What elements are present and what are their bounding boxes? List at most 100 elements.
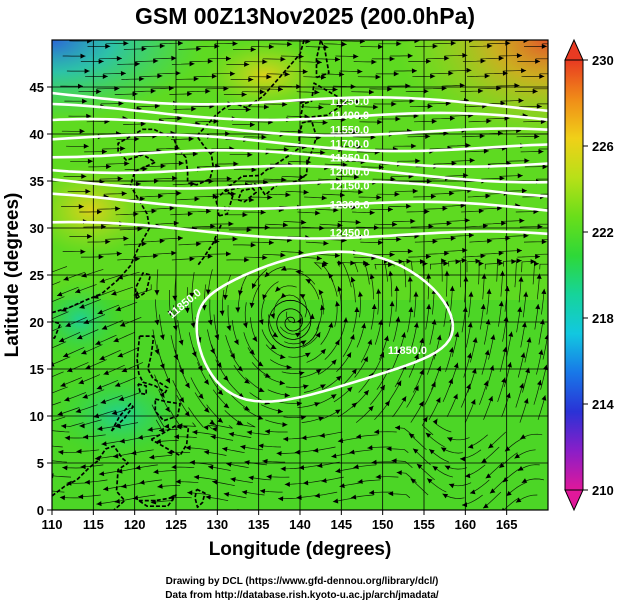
streamline-arrowhead (228, 431, 235, 437)
streamline-arrowhead (206, 208, 212, 214)
streamline-arrowhead (80, 249, 86, 255)
streamline-arrowhead (266, 74, 272, 80)
streamline-arrowhead (368, 405, 374, 412)
streamline-arrowhead (411, 68, 417, 74)
streamline-arrowhead (193, 76, 199, 82)
streamline-arrowhead (335, 301, 340, 307)
streamline-arrowhead (226, 176, 232, 182)
colorbar-tick-label: 210 (592, 483, 614, 498)
streamline-arrowhead (422, 416, 428, 423)
streamline-arrowhead (315, 332, 321, 338)
streamline-arrowhead (61, 423, 67, 429)
streamline-arrowhead (517, 306, 523, 313)
streamline-arrowhead (334, 253, 341, 258)
streamline-arrowhead (521, 68, 527, 74)
streamline-arrowhead (248, 77, 254, 82)
streamline-arrowhead (241, 490, 248, 495)
streamline-arrowhead (475, 258, 481, 264)
streamline-arrowhead (118, 101, 124, 106)
streamline-arrowhead (391, 101, 397, 107)
streamline-arrowhead (105, 239, 111, 245)
streamline-arrowhead (87, 40, 93, 44)
streamline-arrowhead (350, 260, 356, 266)
streamline-arrowhead (208, 178, 214, 184)
colorbar-ticks: 210 214 218 222 226 230 (583, 53, 614, 498)
streamline-arrowhead (241, 92, 247, 97)
streamline-arrowhead (230, 353, 236, 359)
streamline-arrowhead (153, 469, 159, 475)
streamline-arrowhead (264, 225, 270, 230)
contour-line (52, 178, 548, 198)
streamline-arrowhead (396, 380, 402, 387)
streamline-arrowhead (373, 225, 379, 231)
streamline-arrowhead (339, 483, 345, 489)
streamline-arrowhead (203, 449, 210, 455)
streamline-arrowhead (503, 316, 509, 322)
streamline-arrowhead (77, 334, 83, 340)
streamline-arrowhead (407, 276, 413, 282)
streamline-arrowhead (534, 261, 539, 267)
streamline-arrowhead (408, 306, 414, 313)
streamline-arrowhead (508, 331, 514, 337)
x-tick-label: 135 (248, 517, 270, 532)
y-tick-label: 10 (30, 409, 44, 424)
streamline-arrowhead (132, 495, 139, 501)
streamline-arrowhead (502, 346, 508, 353)
streamline-arrowhead (361, 323, 367, 329)
streamline-arrowhead (544, 334, 548, 340)
streamline (52, 386, 68, 394)
streamline-arrowhead (298, 465, 305, 471)
streamline-arrowhead (425, 432, 432, 438)
streamline-arrowhead (214, 239, 220, 244)
streamline-arrowhead (406, 258, 412, 264)
streamline-arrowhead (303, 189, 309, 195)
streamline-arrowhead (278, 496, 284, 502)
streamline-arrowhead (501, 220, 507, 226)
streamline-arrowhead (347, 386, 353, 393)
streamline-arrowhead (117, 176, 123, 182)
streamline-arrowhead (79, 304, 85, 309)
streamline-arrowhead (296, 84, 302, 90)
streamline-arrowhead (118, 396, 125, 402)
streamline-arrowhead (189, 256, 195, 262)
streamline-arrowhead (100, 399, 107, 404)
streamline-arrowhead (427, 478, 433, 484)
streamline-arrowhead (64, 396, 70, 402)
streamline-arrowhead (453, 393, 458, 400)
streamline-arrowhead (337, 438, 344, 444)
streamline-arrowhead (485, 193, 491, 199)
streamline-arrowhead (505, 392, 511, 399)
streamline-arrowhead (542, 164, 548, 170)
streamline-arrowhead (298, 250, 304, 255)
streamline-arrowhead (113, 453, 119, 459)
streamline-arrowhead (413, 291, 419, 297)
streamline-arrowhead (204, 407, 210, 413)
streamline-arrowhead (501, 377, 506, 383)
streamline-arrowhead (87, 234, 93, 239)
streamline-arrowhead (245, 107, 251, 113)
streamline-arrowhead (520, 352, 526, 358)
streamline-arrowhead (356, 144, 362, 150)
y-tick-label: 30 (30, 221, 44, 236)
streamline-arrowhead (315, 210, 321, 216)
streamline-arrowhead (207, 253, 213, 259)
streamline-arrowhead (188, 136, 194, 142)
streamline-arrowhead (504, 286, 510, 292)
streamline-arrowhead (42, 377, 48, 382)
streamline-arrowhead (285, 192, 291, 198)
streamline-arrowhead (39, 286, 45, 291)
streamline-arrowhead (471, 368, 477, 374)
streamline-arrowhead (207, 58, 213, 64)
streamline-arrowhead (320, 384, 326, 389)
streamline-arrowhead (321, 195, 327, 201)
streamline-arrowhead (305, 352, 311, 358)
streamline-arrowhead (151, 208, 157, 214)
streamline-arrowhead (197, 365, 203, 371)
streamline-arrowhead (322, 120, 328, 125)
streamline-arrowhead (272, 332, 278, 338)
streamline-arrowhead (480, 58, 486, 64)
streamline-arrowhead (106, 164, 112, 170)
streamline-arrowhead (506, 490, 512, 496)
streamline-arrowhead (207, 319, 213, 326)
streamline-arrowhead (426, 304, 432, 310)
